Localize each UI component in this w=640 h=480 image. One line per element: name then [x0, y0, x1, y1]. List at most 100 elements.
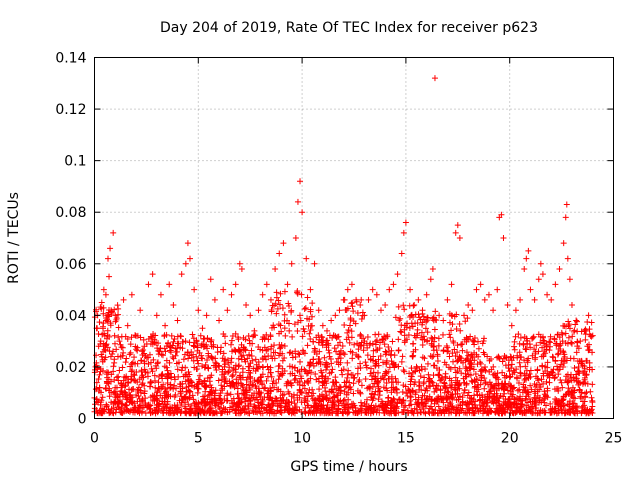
data-point-dense — [212, 387, 219, 394]
data-point-dense — [341, 322, 348, 329]
data-point-dense — [444, 344, 451, 351]
data-point-dense — [155, 379, 162, 386]
data-point-dense — [481, 351, 488, 358]
data-point-dense — [381, 341, 388, 348]
data-point-dense — [449, 321, 456, 328]
data-point-dense — [101, 346, 108, 353]
data-point-dense — [177, 332, 184, 339]
data-point — [357, 302, 364, 309]
data-point-dense — [190, 351, 197, 358]
data-point-dense — [474, 391, 481, 398]
data-point-dense — [495, 398, 502, 405]
data-point-dense — [426, 376, 433, 383]
data-point-dense — [189, 331, 196, 338]
data-point-dense — [111, 359, 118, 366]
data-point — [544, 291, 551, 298]
data-point-dense — [408, 320, 415, 327]
data-point-dense — [399, 389, 406, 396]
data-point-dense — [582, 326, 589, 333]
data-point-dense — [542, 350, 549, 357]
data-point — [454, 222, 461, 229]
data-point-dense — [227, 404, 234, 411]
data-point — [211, 296, 218, 303]
data-point-dense — [171, 393, 178, 400]
data-point — [402, 219, 409, 226]
data-point-dense — [344, 359, 351, 366]
data-point-dense — [419, 392, 426, 399]
data-point-dense — [368, 372, 375, 379]
data-point-dense — [268, 406, 275, 413]
data-point-dense — [389, 361, 396, 368]
data-point-dense — [240, 344, 247, 351]
data-point-dense — [279, 357, 286, 364]
data-point-dense — [257, 378, 264, 385]
data-point-dense — [426, 378, 433, 385]
data-point-dense — [301, 306, 308, 313]
data-point-dense — [322, 373, 329, 380]
data-point-dense — [365, 409, 372, 416]
data-point-dense — [521, 386, 528, 393]
data-point — [238, 265, 245, 272]
data-point-dense — [177, 344, 184, 351]
data-point-dense — [552, 357, 559, 364]
data-point — [348, 281, 355, 288]
data-point-dense — [281, 354, 288, 361]
data-point-dense — [172, 405, 179, 412]
data-point-dense — [504, 404, 511, 411]
data-point-dense — [546, 347, 553, 354]
data-point-dense — [141, 390, 148, 397]
data-point-dense — [101, 330, 108, 337]
data-point — [531, 296, 538, 303]
data-point-dense — [186, 371, 193, 378]
data-point-dense — [460, 389, 467, 396]
data-point-dense — [399, 353, 406, 360]
data-point-dense — [301, 350, 308, 357]
data-point — [537, 260, 544, 267]
data-point-dense — [516, 340, 523, 347]
data-point-dense — [170, 338, 177, 345]
data-point-dense — [151, 372, 158, 379]
data-point-dense — [546, 379, 553, 386]
data-point — [199, 325, 206, 332]
data-point-dense — [306, 330, 313, 337]
y-tick-label: 0.14 — [55, 51, 86, 67]
data-point-dense — [117, 388, 124, 395]
data-point-dense — [145, 354, 152, 361]
data-point-dense — [494, 354, 501, 361]
data-point-dense — [446, 375, 453, 382]
data-point-dense — [584, 380, 591, 387]
data-point-dense — [422, 325, 429, 332]
data-point-dense — [172, 352, 179, 359]
data-point-dense — [432, 316, 439, 323]
data-point-dense — [304, 294, 311, 301]
data-point-dense — [309, 386, 316, 393]
data-point-dense — [433, 387, 440, 394]
data-point — [525, 247, 532, 254]
data-point-dense — [333, 379, 340, 386]
data-point-dense — [246, 340, 253, 347]
data-point-dense — [92, 366, 99, 373]
data-point-dense — [117, 341, 124, 348]
data-point-dense — [410, 302, 417, 309]
data-point-dense — [159, 406, 166, 413]
data-point-dense — [358, 399, 365, 406]
data-point-dense — [135, 392, 142, 399]
data-point-dense — [571, 377, 578, 384]
x-tick-label: 0 — [90, 431, 99, 447]
data-point-dense — [389, 404, 396, 411]
data-point-dense — [185, 383, 192, 390]
data-point-dense — [273, 289, 280, 296]
data-point-dense — [475, 345, 482, 352]
data-point-dense — [400, 302, 407, 309]
data-point-dense — [571, 389, 578, 396]
data-point-dense — [524, 359, 531, 366]
data-point-dense — [532, 384, 539, 391]
data-point-dense — [233, 407, 240, 414]
data-point-dense — [221, 363, 228, 370]
data-point-dense — [437, 407, 444, 414]
data-point-dense — [533, 405, 540, 412]
data-point-dense — [300, 326, 307, 333]
data-point-dense — [388, 398, 395, 405]
data-point-dense — [272, 395, 279, 402]
data-point-dense — [290, 391, 297, 398]
